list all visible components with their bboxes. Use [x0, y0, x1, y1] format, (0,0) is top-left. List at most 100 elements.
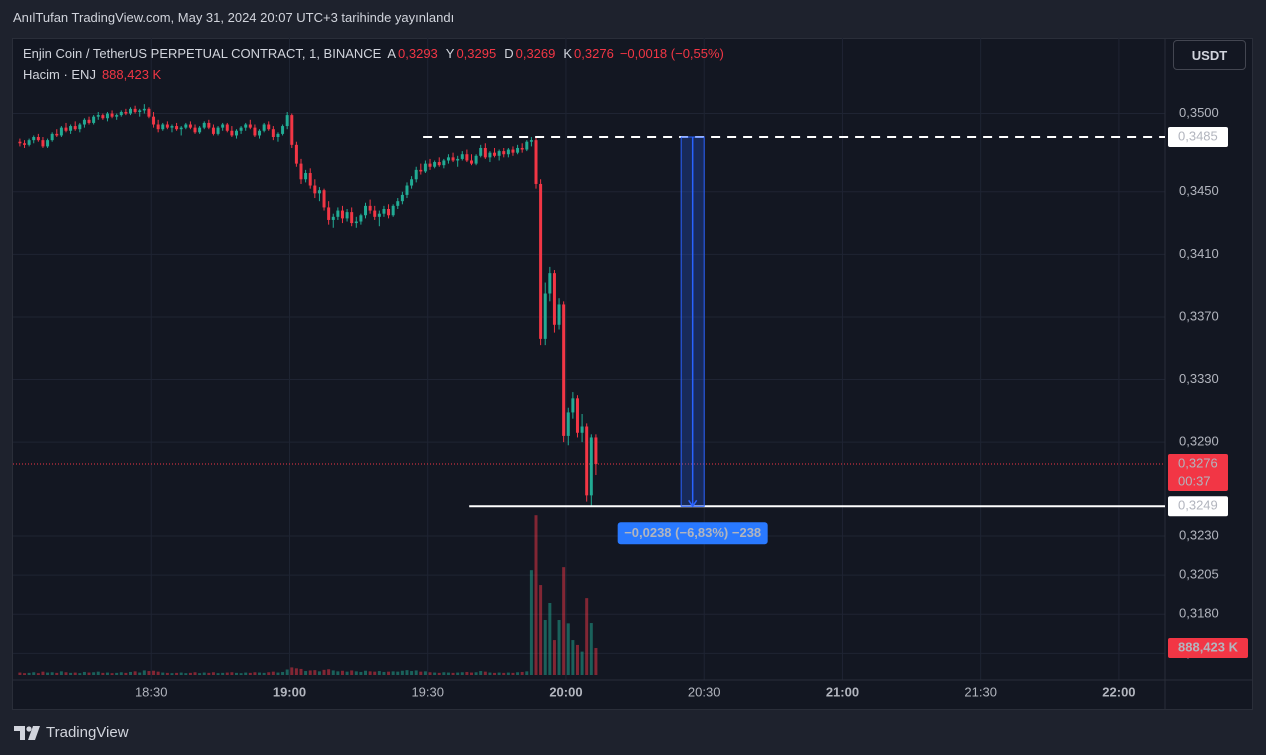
candle-body — [161, 124, 165, 130]
brand: TradingView — [46, 724, 129, 741]
candle-body — [133, 108, 137, 112]
volume-bar — [18, 672, 22, 675]
volume-bar — [36, 673, 40, 675]
volume-bar — [304, 671, 308, 675]
candle-body — [239, 127, 243, 131]
candle-body — [262, 124, 266, 131]
volume-bar — [594, 648, 598, 675]
candle-body — [562, 304, 566, 436]
ohlc-legend: A 0,3293 Y 0,3295 D 0,3269 K 0,3276 — [387, 46, 613, 61]
volume-bar — [419, 671, 423, 675]
candle-body — [437, 162, 441, 166]
volume-bar — [115, 672, 119, 675]
candle-body — [271, 129, 275, 138]
candle-body — [124, 111, 128, 114]
candle-body — [221, 124, 225, 128]
candle-body — [442, 160, 446, 166]
x-tick-label: 22:00 — [1102, 684, 1135, 699]
volume-bar — [368, 671, 372, 675]
volume-bar — [156, 671, 160, 675]
volume-bar — [82, 671, 86, 675]
y-tick-label: 0,3180 — [1179, 606, 1219, 621]
candle-body — [92, 116, 96, 123]
volume-bar — [410, 671, 414, 675]
candle-body — [110, 113, 114, 117]
candle-body — [529, 140, 533, 142]
candle-body — [105, 113, 109, 119]
volume-bar — [193, 672, 197, 675]
candle-body — [267, 124, 271, 130]
candle-body — [147, 108, 151, 117]
volume-bar — [552, 640, 556, 675]
candle-body — [483, 147, 487, 158]
candle-body — [548, 273, 552, 294]
candle-body — [23, 143, 27, 145]
volume-value: 888,423 K — [101, 67, 162, 82]
measure-arrowhead — [688, 499, 698, 508]
x-tick-label: 19:00 — [273, 684, 306, 699]
candle-body — [73, 126, 77, 130]
volume-bar — [405, 670, 409, 675]
candle-body — [184, 124, 188, 128]
volume-bar — [207, 672, 211, 675]
candle-body — [216, 127, 220, 134]
volume-bar — [479, 671, 483, 675]
candle-body — [317, 190, 321, 194]
candle-body — [516, 147, 520, 153]
candle-body — [248, 124, 252, 128]
candle-body — [276, 133, 280, 138]
candle-body — [304, 173, 308, 180]
candle-body — [493, 152, 497, 156]
candle-body — [193, 127, 197, 133]
volume-bar — [133, 671, 137, 675]
candle-body — [539, 183, 543, 339]
candle-body — [433, 162, 437, 167]
y-tick-label: 0,3370 — [1179, 308, 1219, 323]
volume-bar — [534, 515, 538, 675]
candle-body — [474, 155, 478, 164]
candle-body — [115, 115, 119, 117]
symbol: Enjin Coin / TetherUS PERPETUAL CONTRACT… — [23, 46, 382, 61]
candle-body — [405, 185, 409, 195]
candle-body — [101, 115, 105, 119]
candle-body — [175, 126, 179, 130]
candle-body — [520, 147, 524, 150]
candle-body — [400, 194, 404, 202]
volume-tag-box — [1168, 638, 1248, 659]
y-tick-label: 0,3205 — [1179, 567, 1219, 582]
volume-bar — [87, 672, 91, 675]
candle-body — [364, 205, 368, 216]
volume-bar — [456, 672, 460, 675]
volume-bar — [184, 673, 188, 675]
volume-bar — [539, 585, 543, 675]
volume-bar — [511, 672, 515, 675]
candle-body — [152, 116, 156, 125]
candle-body — [230, 130, 234, 136]
volume-legend: Hacim · ENJ 888,423 K — [23, 67, 161, 82]
volume-bar — [142, 670, 146, 675]
candle-body — [465, 154, 469, 161]
volume-bar — [101, 672, 105, 675]
volume-bar — [179, 672, 183, 675]
candle-body — [207, 122, 211, 128]
volume-bar — [92, 672, 96, 675]
currency-button[interactable]: USDT — [1173, 40, 1246, 70]
volume-bar — [32, 672, 36, 675]
candle-body — [373, 210, 377, 217]
low-price-tag: 0,3249 — [1178, 498, 1218, 513]
candle-body — [281, 126, 285, 134]
volume-bar — [520, 671, 524, 675]
candle-body — [543, 293, 547, 339]
y-tick-label: 0,3330 — [1179, 371, 1219, 386]
candle-body — [198, 127, 202, 133]
candle-body — [32, 137, 36, 141]
candle-body — [299, 163, 303, 180]
candle-body — [244, 124, 248, 128]
candle-body — [575, 398, 579, 433]
candle-body — [340, 210, 344, 219]
volume-bar — [253, 672, 257, 675]
volume-bar — [198, 673, 202, 675]
volume-bar — [354, 671, 358, 675]
x-tick-label: 21:30 — [964, 684, 997, 699]
